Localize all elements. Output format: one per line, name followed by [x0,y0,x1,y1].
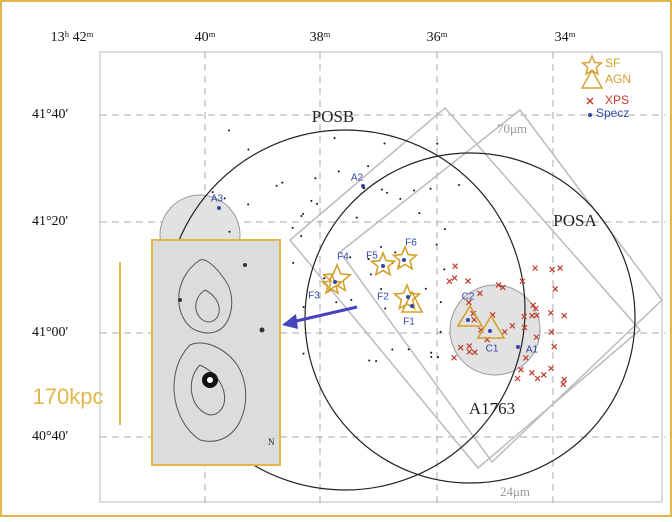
sky-map: 13ʰ 42ᵐ 40ᵐ 38ᵐ 36ᵐ 34ᵐ 41°40' 41°20' 41… [0,0,672,517]
galaxy [316,203,318,205]
galaxy [302,213,304,215]
dec-tick: 41°20' [32,214,68,229]
galaxy [300,215,302,217]
galaxy [437,356,439,358]
galaxy [302,353,304,355]
ra-tick: 38ᵐ [310,30,331,45]
galaxy [436,143,438,145]
ra-tick: 13ʰ 42ᵐ [51,30,94,45]
galaxy [300,235,302,237]
galaxy [375,360,377,362]
source-label: F3 [308,291,320,302]
galaxy [370,273,372,275]
region-label: POSB [312,107,355,126]
legend-label: SF [605,56,620,70]
frame [1,1,671,516]
galaxy [413,190,415,192]
region-label: 70μm [497,121,527,136]
galaxy [399,198,401,200]
galaxy [443,268,445,270]
source-label: F1 [403,317,415,328]
galaxy [408,348,410,350]
legend-label: Specz [596,106,629,120]
galaxy [394,251,396,253]
legend-label: AGN [605,72,631,86]
galaxy [430,188,432,190]
galaxy [350,299,352,301]
galaxy [338,170,340,172]
galaxy [384,142,386,144]
north-label: N [268,437,275,447]
galaxy [367,165,369,167]
galaxy [384,308,386,310]
galaxy [310,200,312,202]
source-label: F6 [405,238,417,249]
ra-tick: 34ᵐ [555,30,576,45]
source-label: F4 [337,252,349,263]
galaxy [436,243,438,245]
scale-label: 170kpc [33,384,104,409]
galaxy [247,203,249,205]
galaxy [380,246,382,248]
galaxy [247,148,249,150]
galaxy [314,177,316,179]
dec-tick: 41°00' [32,325,68,340]
inset: N [152,240,280,465]
galaxy [356,217,358,219]
region-label: 24μm [500,484,530,499]
galaxy [349,256,351,258]
source-label: A1 [526,345,539,356]
source-label: C1 [486,344,499,355]
galaxy [334,137,336,139]
region-label: A1763 [469,399,515,418]
galaxy [418,212,420,214]
legend-label: XPS [605,93,629,107]
galaxy [444,228,446,230]
region-label: POSA [553,211,597,230]
source-label: F5 [366,251,378,262]
galaxy [458,184,460,186]
galaxy [391,348,393,350]
galaxy [381,189,383,191]
galaxy [430,356,432,358]
galaxy [440,331,442,333]
dec-tick: 40°40' [32,429,68,444]
galaxy [380,288,382,290]
galaxy [281,182,283,184]
galaxy [386,192,388,194]
ra-tick: 36ᵐ [427,30,448,45]
galaxy [228,129,230,131]
galaxy [292,262,294,264]
source-label: A2 [351,173,364,184]
galaxy [368,360,370,362]
source-label: F2 [377,292,389,303]
galaxy [335,301,337,303]
galaxy [276,185,278,187]
galaxy [303,306,305,308]
galaxy [228,231,230,233]
galaxy [430,352,432,354]
galaxy [425,288,427,290]
galaxy [292,227,294,229]
source-label: C2 [462,292,475,303]
source-label: A3 [211,194,224,205]
galaxy [224,197,226,199]
galaxy [440,301,442,303]
galaxy [323,277,325,279]
dec-tick: 41°40' [32,107,68,122]
ra-tick: 40ᵐ [195,30,216,45]
